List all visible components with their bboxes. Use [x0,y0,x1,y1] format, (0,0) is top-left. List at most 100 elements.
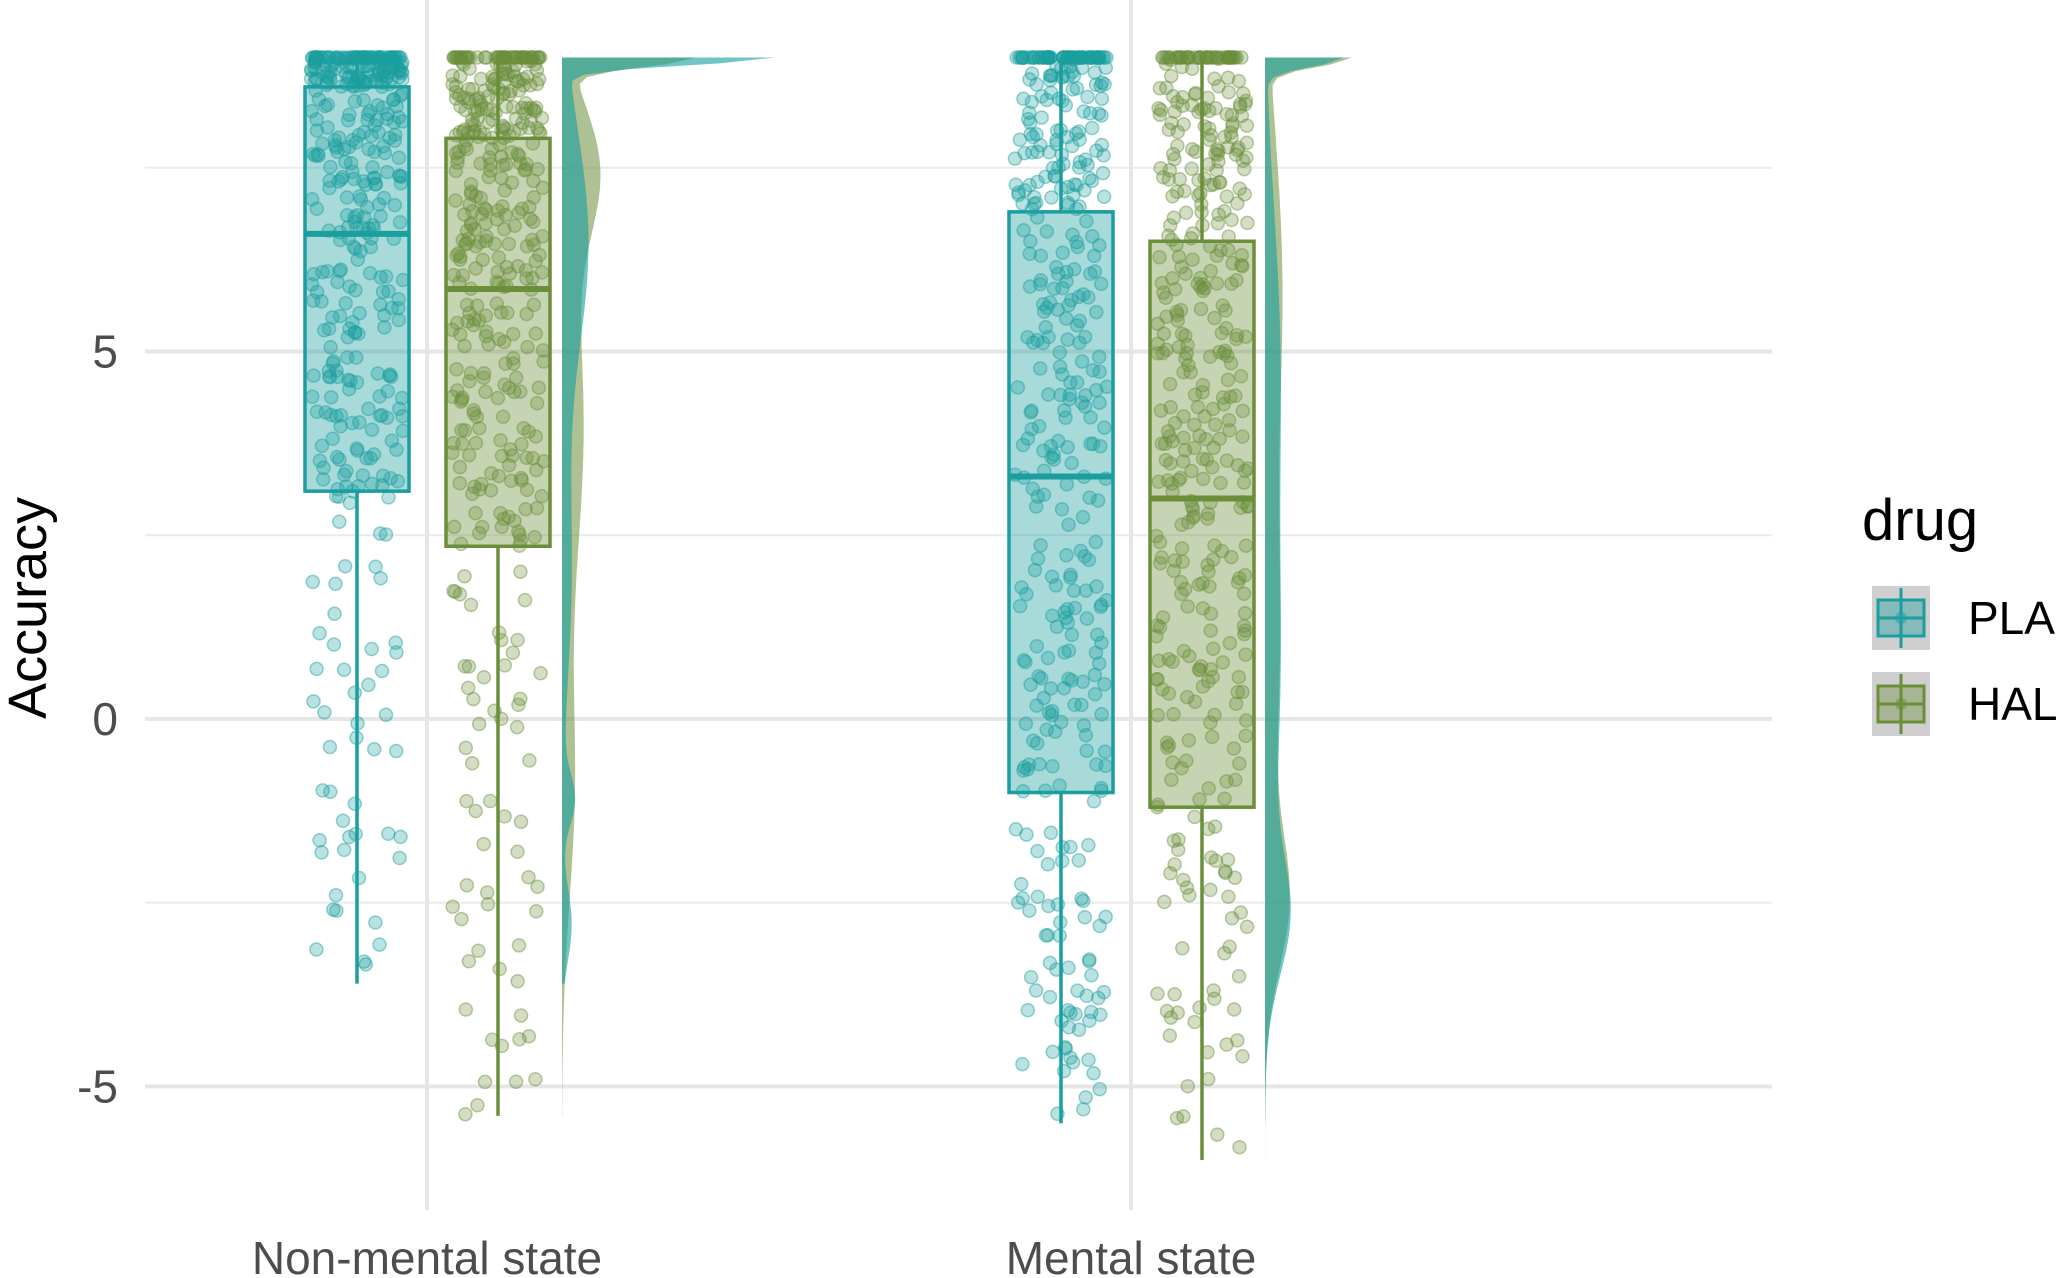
data-point [1058,610,1074,626]
data-point [497,809,512,824]
data-point [1088,50,1103,65]
data-point [368,177,383,192]
data-point [1053,387,1068,403]
data-point [462,197,477,212]
data-point [1023,970,1039,985]
data-point [499,99,514,115]
data-point [1026,189,1042,205]
data-point [364,641,379,657]
data-point [329,363,344,378]
data-point [481,88,496,104]
data-point [1016,763,1031,778]
data-point [1029,698,1044,713]
data-point [1229,327,1245,343]
data-point [447,584,463,599]
data-point [1065,50,1081,65]
data-point [1174,326,1190,342]
data-point [1219,774,1234,789]
data-point [341,372,356,388]
data-point [526,297,542,313]
data-point [472,482,487,497]
data-point [1156,326,1172,342]
data-point [1083,436,1098,451]
data-point [1084,968,1099,983]
data-point [513,384,528,399]
major-gridlines [145,0,1772,1210]
legend-entry-pla: PLA [1872,586,2055,650]
data-point [345,164,360,179]
data-point [1073,543,1089,559]
data-point [1203,177,1218,193]
data-point [338,66,354,81]
data-point [493,305,509,320]
data-point [1203,662,1219,677]
data-point [1155,345,1170,361]
data-point [1064,64,1080,80]
y-tick-labels: -5 0 5 [77,326,118,1113]
data-point [1094,75,1110,90]
data-point [464,756,480,771]
data-point [1172,50,1187,65]
data-point [1210,215,1226,231]
data-point [479,885,495,900]
data-point [391,70,407,85]
data-point [359,450,374,466]
data-point [461,95,477,110]
data-point [1035,297,1051,312]
data-point [366,447,382,462]
data-point [450,150,466,166]
data-point [513,1008,529,1023]
data-point [374,407,390,423]
data-point [513,121,528,137]
data-point [1097,50,1112,65]
data-point [391,312,407,328]
data-point [1228,147,1244,162]
data-point [483,156,498,172]
data-point [1087,667,1103,683]
data-point [1170,1005,1185,1020]
data-point [383,470,398,486]
data-point [461,659,477,674]
data-point [1236,586,1252,601]
data-point [351,127,367,143]
data-point [361,677,376,693]
data-point [1217,204,1232,219]
data-point [1183,364,1198,380]
data-point [343,155,359,171]
data-point [1216,346,1232,361]
data-point [1080,157,1095,173]
data-point [1238,728,1253,743]
data-point [372,526,388,541]
data-point [1229,331,1244,347]
data-point [322,173,337,188]
data-point [338,295,353,311]
data-point [1151,474,1166,490]
data-point [506,64,521,79]
data-point [482,793,498,809]
data-point [393,50,408,65]
data-point [321,50,337,65]
data-point [1165,146,1181,162]
data-point [452,87,467,103]
data-point [1094,91,1110,106]
data-point [1075,893,1091,909]
data-point [510,632,525,648]
data-point [345,132,360,148]
data-point [1025,129,1041,145]
data-point [1065,1055,1081,1070]
data-point [1031,419,1047,434]
data-point [1164,772,1179,787]
data-point [514,436,529,452]
data-point [307,54,323,70]
data-point [467,103,483,119]
data-point [1040,857,1056,872]
data-point [1155,50,1170,65]
data-point [1232,1139,1247,1155]
data-point [1152,619,1168,635]
data-point [306,368,321,383]
data-point [337,467,352,483]
data-point [468,505,483,521]
data-point [1016,653,1032,668]
data-point [1013,50,1029,65]
data-point [1167,281,1183,297]
